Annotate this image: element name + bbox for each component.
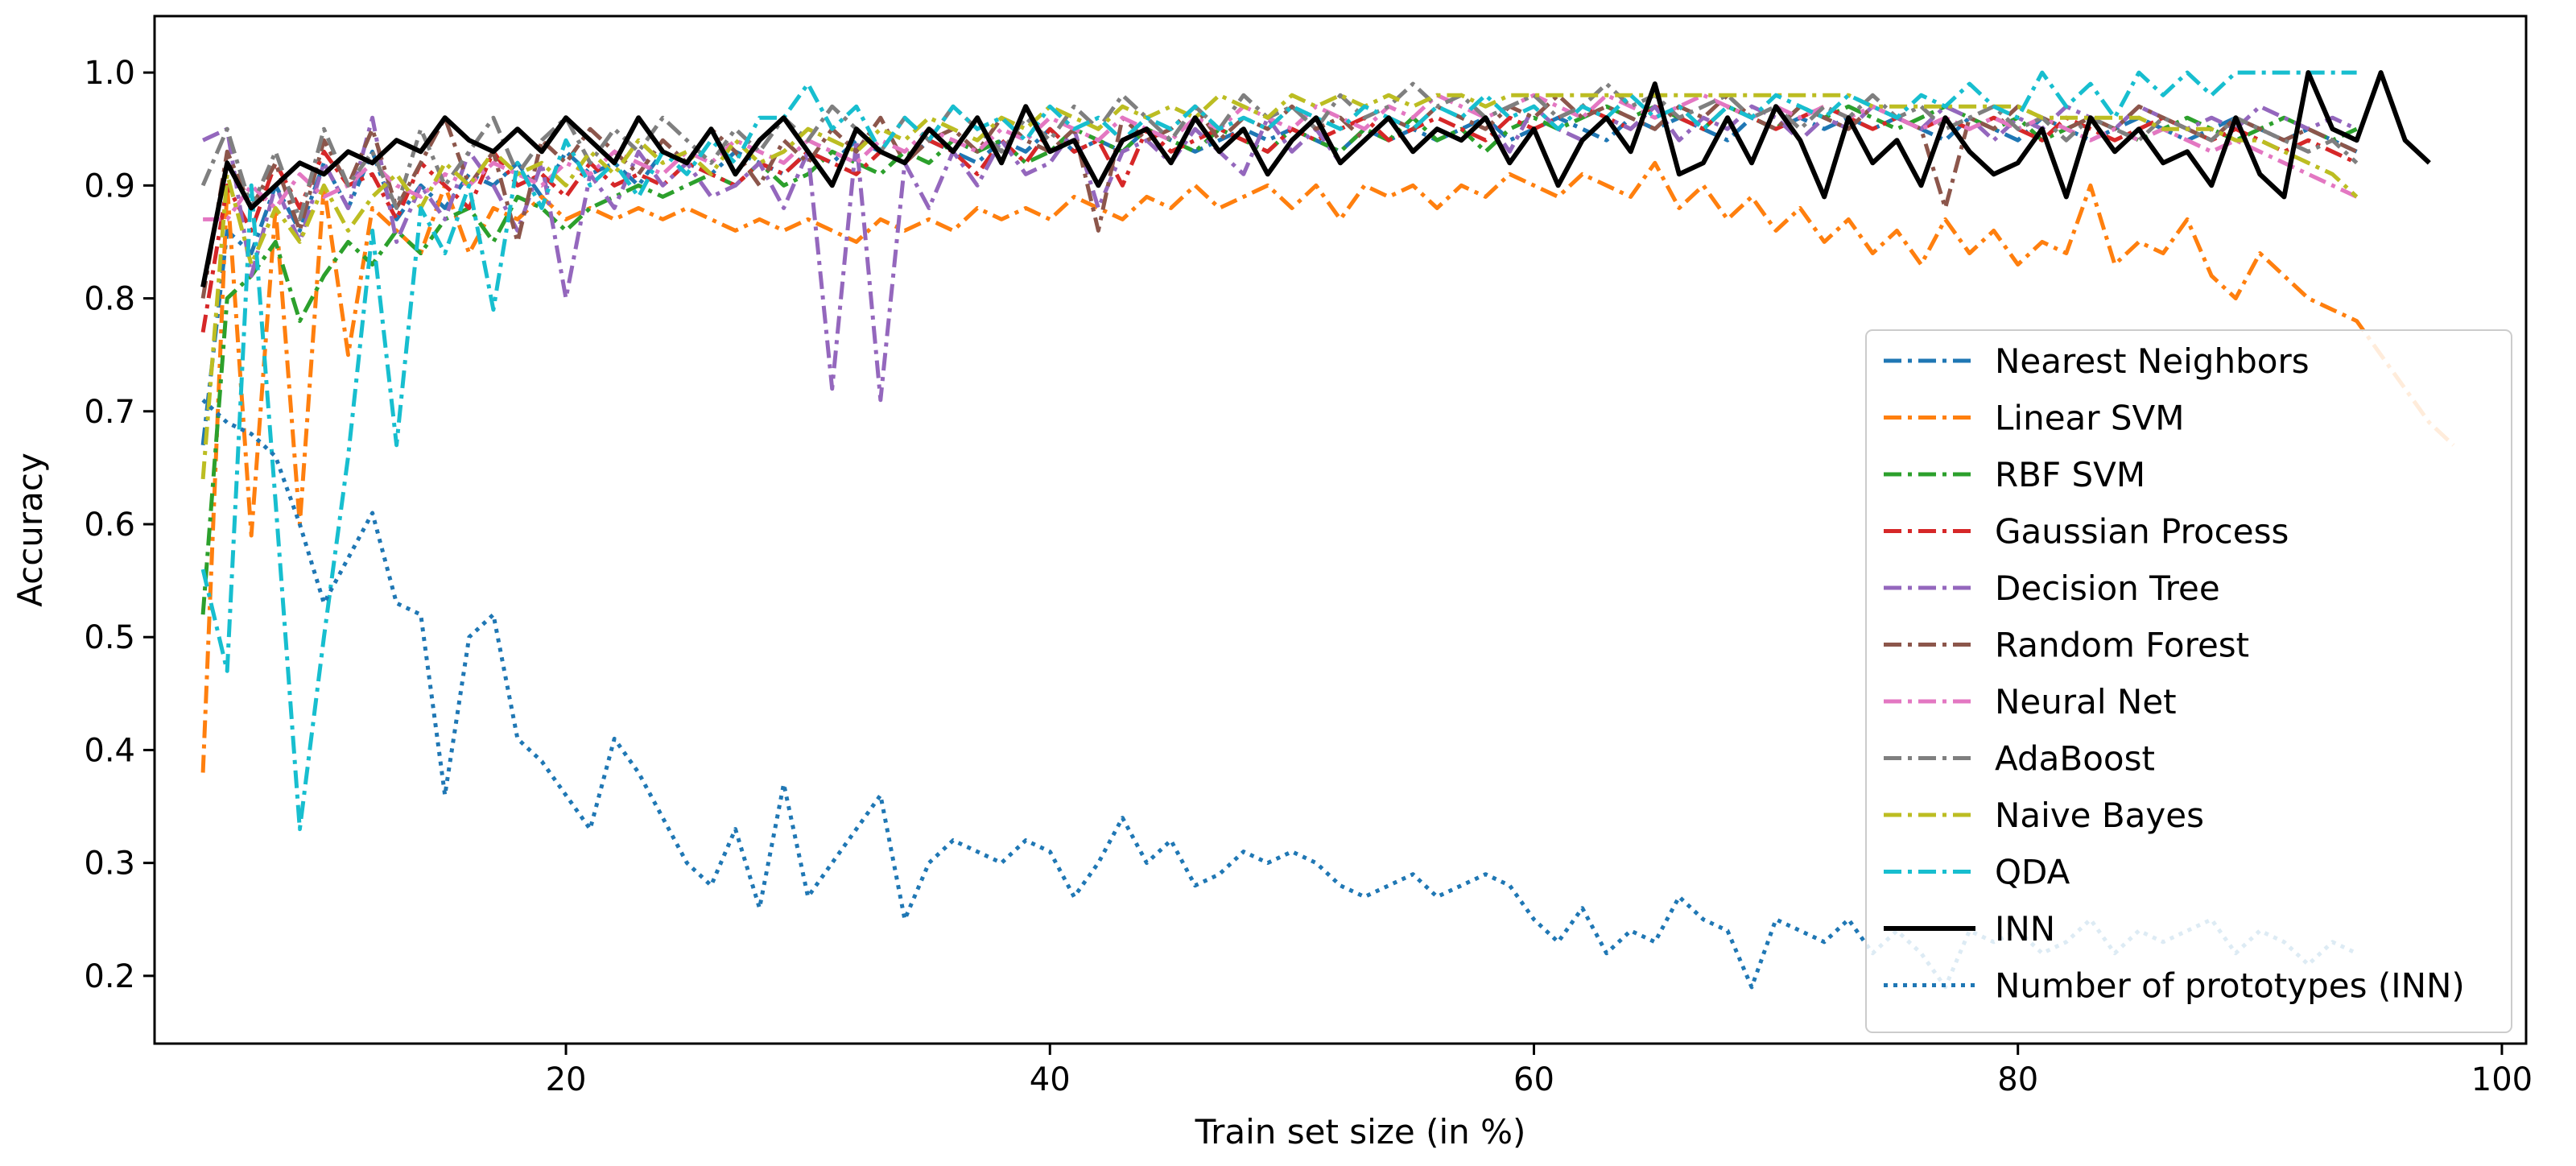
y-tick-label: 0.4: [84, 732, 135, 769]
legend-label-neural-net: Neural Net: [1995, 682, 2177, 722]
legend-label-gaussian-process: Gaussian Process: [1995, 512, 2289, 552]
legend-label-adaboost: AdaBoost: [1995, 739, 2155, 779]
legend-label-rbf-svm: RBF SVM: [1995, 455, 2145, 494]
series-line-inn: [200, 70, 2431, 288]
y-axis-ticks: 0.2 0.3 0.4 0.5 0.6 0.7 0.8 0.9 1.0: [84, 55, 155, 995]
legend-label-naive-bayes: Naive Bayes: [1995, 796, 2204, 835]
x-tick-label: 40: [1030, 1061, 1071, 1098]
legend-label-decision-tree: Decision Tree: [1995, 569, 2220, 608]
x-tick-label: 60: [1513, 1061, 1554, 1098]
x-axis-ticks: 20 40 60 80 100: [546, 1044, 2533, 1098]
legend-label-number-of-prototypes-inn: Number of prototypes (INN): [1995, 966, 2465, 1006]
series-layer: [200, 70, 2455, 990]
series-line-nearest-neighbors: [200, 115, 2358, 446]
x-tick-label: 100: [2471, 1061, 2533, 1098]
y-tick-label: 0.9: [84, 167, 135, 205]
series-line-qda: [200, 70, 2357, 832]
y-tick-label: 0.7: [84, 394, 135, 431]
legend-box: [1865, 329, 2512, 1033]
y-tick-label: 0.3: [84, 846, 135, 883]
legend-label-linear-svm: Linear SVM: [1995, 399, 2185, 438]
legend-label-qda: QDA: [1995, 853, 2070, 892]
legend-label-inn: INN: [1995, 909, 2055, 949]
y-tick-label: 1.0: [84, 55, 135, 92]
x-axis-label: Train set size (in %): [1195, 1112, 1526, 1152]
series-line-rbf-svm: [200, 104, 2358, 615]
y-tick-label: 0.2: [84, 958, 135, 995]
y-axis-label: Accuracy: [10, 453, 50, 607]
legend-label-nearest-neighbors: Nearest Neighbors: [1995, 341, 2310, 381]
x-tick-label: 80: [1997, 1061, 2038, 1098]
legend-label-random-forest: Random Forest: [1995, 626, 2249, 665]
series-line-number-of-prototypes-inn: [201, 398, 2358, 990]
y-tick-label: 0.6: [84, 507, 135, 544]
series-line-neural-net: [203, 93, 2358, 221]
x-tick-label: 20: [546, 1061, 587, 1098]
legend: Nearest Neighbors Linear SVM RBF SVM Gaussi…: [1865, 329, 2512, 1033]
series-line-linear-svm: [200, 160, 2455, 773]
y-tick-label: 0.8: [84, 281, 135, 318]
plot-frame: [153, 14, 2528, 1045]
y-tick-label: 0.5: [84, 619, 135, 656]
